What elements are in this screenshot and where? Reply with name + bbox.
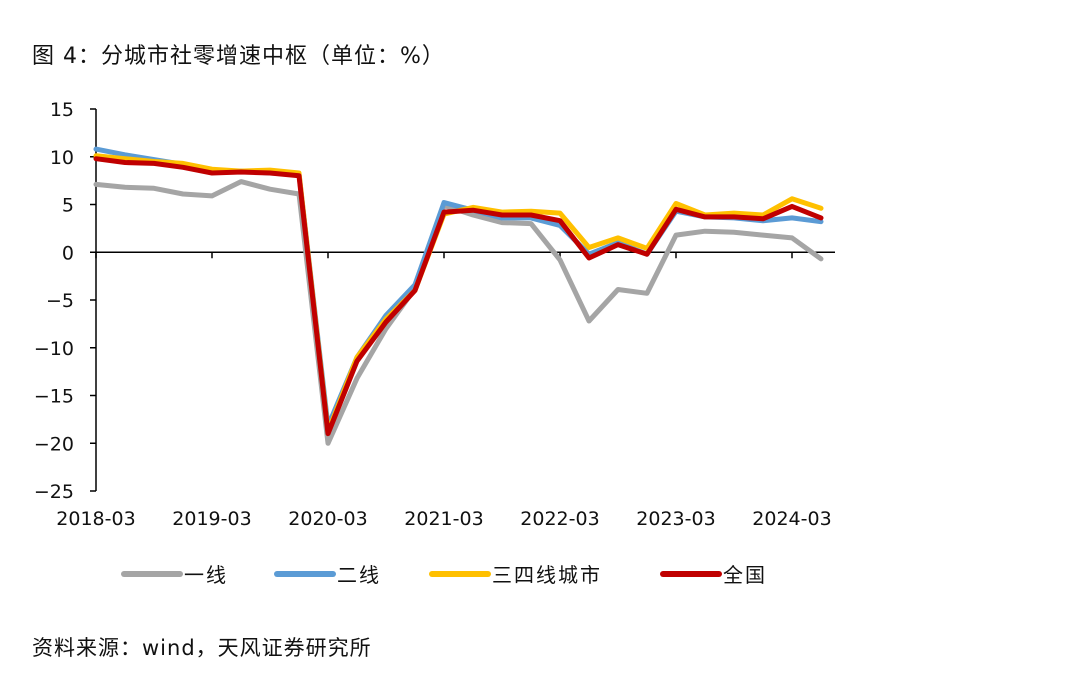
x-tick-label: 2022-03: [520, 508, 599, 530]
y-tick-label: −5: [46, 290, 74, 312]
legend-label-2: 二线: [337, 563, 381, 587]
series-line-2: [93, 146, 824, 429]
x-tick-label: 2019-03: [172, 508, 251, 530]
chart-axes: 15 10 5 0 −5 −10 −15 −20 −25 2018-03 2019-03 2020-0…: [34, 99, 835, 530]
series-line-1: [93, 179, 824, 446]
legend-label-3: 三四线城市: [492, 563, 602, 587]
source-note: 资料来源：wind，天风证券研究所: [32, 636, 372, 660]
y-tick-label: −10: [34, 338, 74, 360]
chart-legend: 一线 二线 三四线城市 全国: [121, 563, 767, 587]
chart-title: 图 4：分城市社零增速中枢（单位：%）: [32, 44, 445, 69]
y-tick-label: 15: [50, 99, 74, 121]
legend-label-1: 一线: [184, 563, 228, 587]
y-tick-label: 5: [62, 195, 74, 217]
y-tick-label: 0: [62, 242, 74, 264]
x-tick-label: 2021-03: [404, 508, 483, 530]
legend-label-4: 全国: [723, 563, 767, 587]
chart-series: [93, 146, 824, 446]
y-tick-label: −25: [34, 481, 74, 503]
y-tick-label: −20: [34, 433, 74, 455]
y-tick-label: 10: [50, 147, 74, 169]
x-tick-label: 2020-03: [288, 508, 367, 530]
x-tick-label: 2024-03: [752, 508, 831, 530]
y-tick-label: −15: [34, 386, 74, 408]
x-tick-label: 2018-03: [56, 508, 135, 530]
line-chart: 15 10 5 0 −5 −10 −15 −20 −25 2018-03 2019-03 2020-0…: [34, 99, 835, 587]
x-tick-label: 2023-03: [636, 508, 715, 530]
series-line-4: [93, 156, 824, 437]
